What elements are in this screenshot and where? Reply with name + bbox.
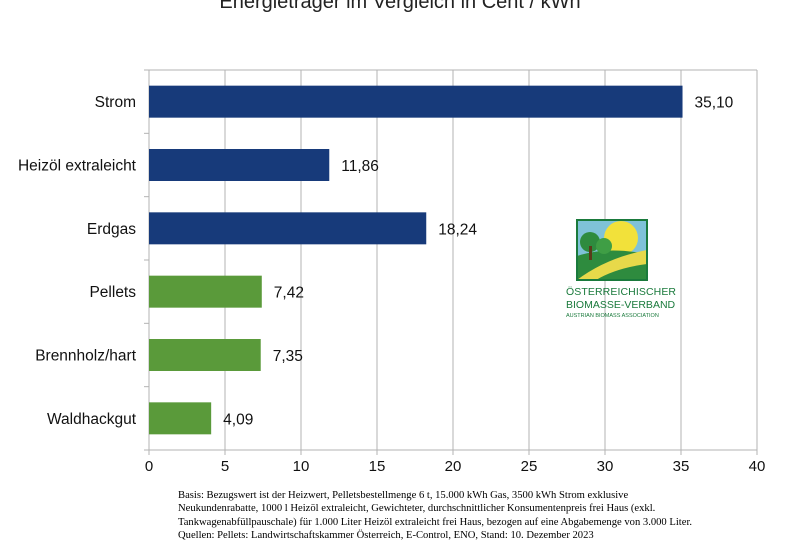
value-label: 18,24 xyxy=(438,221,477,238)
footnote-line-2: Neukundenrabatte, 1000 l Heizöl extralei… xyxy=(178,503,656,515)
chart-title: Energieträger im Vergleich in Cent / kWh xyxy=(219,0,581,13)
category-label: Heizöl extraleicht xyxy=(18,158,137,175)
footnote: Basis: Bezugswert ist der Heizwert, Pell… xyxy=(178,489,793,543)
bar-Brennholz/hart xyxy=(149,339,261,371)
category-label: Waldhackgut xyxy=(47,411,137,428)
bar-Heizöl extraleicht xyxy=(149,149,330,181)
bar-Pellets xyxy=(149,275,262,308)
footnote-line-4: Quellen: Pellets: Landwirtschaftskammer … xyxy=(178,530,594,542)
x-tick-label: 10 xyxy=(293,458,310,475)
value-label: 35,10 xyxy=(695,95,734,112)
category-label: Brennholz/hart xyxy=(35,348,137,365)
x-tick-label: 40 xyxy=(749,458,766,475)
category-label: Strom xyxy=(95,94,136,111)
category-label: Erdgas xyxy=(87,221,136,238)
value-label: 4,09 xyxy=(223,411,253,428)
value-label: 7,42 xyxy=(274,285,304,302)
biomasse-verband-logo: Österreichischer Biomasse-Verband Austri… xyxy=(566,216,677,322)
logo-text-line2: Biomasse-Verband xyxy=(566,299,676,311)
footnote-line-1: Basis: Bezugswert ist der Heizwert, Pell… xyxy=(178,490,629,501)
bar-Erdgas xyxy=(149,212,427,245)
x-tick-label: 25 xyxy=(521,458,538,475)
bars xyxy=(149,85,683,435)
logo-text-line3: Austrian Biomass Association xyxy=(566,313,659,319)
bar-Strom xyxy=(149,85,683,118)
x-tick-label: 20 xyxy=(445,458,462,475)
x-tick-label: 35 xyxy=(673,458,690,475)
logo-text-line1: Österreichischer xyxy=(566,286,677,298)
gridlines xyxy=(144,69,758,455)
footnote-line-3: Tankwagenabfüllpauschale) für 1.000 Lite… xyxy=(178,516,693,528)
bar-Waldhackgut xyxy=(149,402,212,435)
x-tick-label: 5 xyxy=(221,458,229,475)
value-label: 11,86 xyxy=(341,158,379,175)
x-tick-label: 15 xyxy=(369,458,386,475)
logo-icon xyxy=(576,219,648,281)
x-tick-label: 0 xyxy=(145,458,153,475)
category-label: Pellets xyxy=(89,284,136,301)
labels: 0 5 10 15 20 25 30 35 40 Strom 35,10 Heizöl extrale… xyxy=(18,94,765,475)
value-label: 7,35 xyxy=(273,348,303,365)
x-tick-label: 30 xyxy=(597,458,614,475)
